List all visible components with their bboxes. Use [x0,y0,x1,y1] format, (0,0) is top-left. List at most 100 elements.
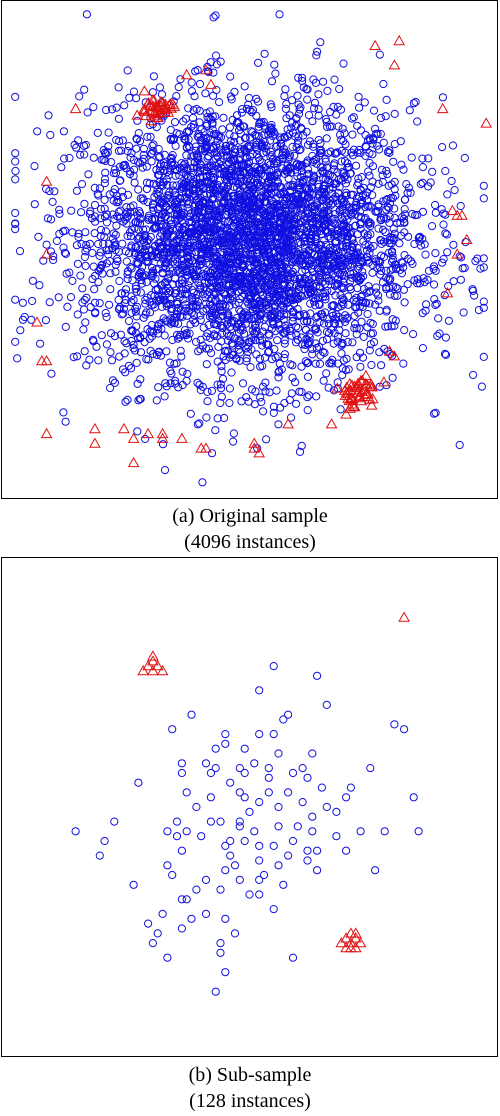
normal-instance-point [104,250,113,259]
normal-instance-point [234,242,243,251]
normal-instance-point [382,284,391,294]
anomaly-instance-point [40,427,53,439]
normal-instance-point [254,153,263,162]
normal-instance-point [301,311,310,320]
normal-instance-point [378,177,387,186]
normal-instance-point [109,188,118,197]
normal-instance-point [229,216,238,225]
normal-instance-point [210,186,219,195]
normal-instance-point [256,393,265,402]
normal-instance-point [202,413,211,422]
normal-instance-point [205,312,215,321]
normal-instance-point [308,749,317,758]
normal-instance-point [141,295,150,305]
normal-instance-point [163,953,172,962]
normal-instance-point [297,223,306,232]
normal-instance-point [237,177,246,186]
normal-instance-point [81,261,90,270]
normal-instance-point [376,257,385,266]
normal-instance-point [232,355,241,364]
normal-instance-point [15,247,25,256]
normal-instance-point [197,243,206,252]
normal-instance-point [303,372,312,381]
normal-instance-point [255,315,264,324]
normal-instance-point [189,227,198,236]
normal-instance-point [166,154,175,164]
normal-instance-point [403,188,412,197]
normal-instance-point [72,186,82,195]
normal-instance-point [362,246,371,255]
normal-instance-point [349,203,358,212]
anomaly-instance-point [167,98,179,109]
normal-instance-point [143,237,152,246]
normal-instance-point [332,110,341,119]
anomaly-instance-point [456,209,468,220]
anomaly-instance-point [355,374,367,386]
normal-instance-point [205,260,214,269]
normal-instance-point [34,232,43,241]
normal-instance-point [323,86,332,96]
normal-instance-point [207,294,216,303]
normal-instance-point [181,231,190,240]
normal-instance-point [214,284,223,293]
normal-instance-point [192,802,201,812]
normal-instance-point [173,209,182,218]
normal-instance-point [225,166,235,176]
anomaly-instance-point [360,369,372,381]
normal-instance-point [160,261,169,270]
anomaly-instance-point [353,390,366,401]
normal-instance-point [193,206,203,215]
normal-instance-point [166,216,175,225]
normal-instance-point [389,233,398,243]
normal-instance-point [195,79,205,89]
normal-instance-point [18,298,27,307]
normal-instance-point [352,161,361,170]
normal-instance-point [293,172,302,181]
normal-instance-point [143,132,152,141]
normal-instance-point [314,214,323,223]
normal-instance-point [233,206,242,215]
normal-instance-point [126,153,135,162]
normal-instance-point [186,209,195,218]
normal-instance-point [479,194,488,203]
normal-instance-point [231,276,240,285]
normal-instance-point [81,228,90,237]
normal-instance-point [174,206,183,215]
normal-instance-point [431,266,440,275]
normal-instance-point [134,778,143,787]
normal-instance-point [274,232,283,241]
normal-instance-point [235,817,244,826]
normal-instance-point [165,166,175,175]
anomaly-instance-point [451,248,464,259]
normal-instance-point [288,373,297,382]
normal-instance-point [304,245,313,255]
normal-instance-point [268,256,277,265]
normal-instance-point [240,290,249,299]
normal-instance-point [206,240,215,249]
normal-instance-point [374,291,383,300]
normal-instance-point [215,302,224,311]
normal-instance-point [223,329,232,338]
normal-instance-point [35,281,44,290]
normal-instance-point [101,168,110,177]
normal-instance-point [450,186,459,195]
normal-instance-point [190,270,199,279]
normal-instance-point [248,128,257,137]
normal-instance-point [189,120,198,129]
normal-instance-point [189,123,198,133]
normal-instance-point [11,225,20,234]
normal-instance-point [210,194,219,203]
normal-instance-point [348,130,357,139]
normal-instance-point [179,117,188,126]
normal-instance-point [409,99,418,108]
normal-instance-point [353,181,362,190]
normal-instance-point [267,151,276,160]
normal-instance-point [41,316,51,325]
normal-instance-point [160,331,169,340]
anomaly-instance-point [89,437,101,448]
normal-instance-point [430,409,439,418]
normal-instance-point [238,220,247,229]
normal-instance-point [187,710,196,719]
normal-instance-point [179,161,188,170]
normal-instance-point [149,140,158,149]
